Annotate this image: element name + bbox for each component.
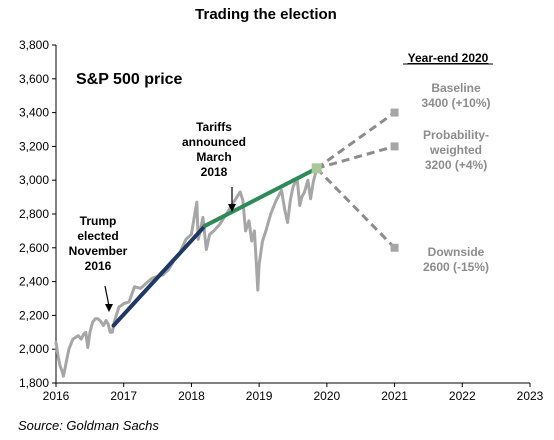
y-tick-label: 3,400 bbox=[19, 106, 49, 120]
y-tick-label: 2,400 bbox=[19, 275, 49, 289]
annotation-label: Tariffs bbox=[196, 120, 232, 134]
y-tick-label: 3,200 bbox=[19, 139, 49, 153]
annotation-label: Trump bbox=[80, 214, 117, 228]
scenario-label: 2600 (-15%) bbox=[423, 260, 489, 274]
scenario-dashed-line bbox=[315, 111, 396, 170]
x-tick-label: 2021 bbox=[381, 389, 408, 403]
scenario-label: Baseline bbox=[431, 81, 481, 95]
y-tick-label: 1,800 bbox=[19, 376, 49, 390]
scenario-label: 3400 (+10%) bbox=[421, 96, 490, 110]
x-tick-label: 2018 bbox=[178, 389, 205, 403]
scenario-marker bbox=[390, 142, 399, 151]
scenario-marker bbox=[390, 243, 399, 252]
scenario-label: weighted bbox=[429, 143, 482, 157]
y-tick-label: 3,600 bbox=[19, 72, 49, 86]
annotation-label: March bbox=[196, 150, 231, 164]
y-tick-label: 3,800 bbox=[19, 38, 49, 52]
plot-subtitle: S&P 500 price bbox=[76, 71, 183, 88]
annotation-arrowhead bbox=[105, 304, 113, 312]
annotation-label: November bbox=[69, 244, 128, 258]
y-tick-label: 3,000 bbox=[19, 173, 49, 187]
tariff-trend-line bbox=[203, 166, 319, 228]
annotation-arrowhead bbox=[228, 204, 236, 212]
annotation-label: 2018 bbox=[201, 165, 228, 179]
x-tick-label: 2022 bbox=[449, 389, 476, 403]
y-tick-label: 2,600 bbox=[19, 241, 49, 255]
chart-title: Trading the election bbox=[195, 6, 337, 23]
annotation-label: announced bbox=[182, 135, 246, 149]
source-note: Source: Goldman Sachs bbox=[18, 418, 159, 433]
x-tick-label: 2023 bbox=[517, 389, 544, 403]
series-layer bbox=[54, 166, 319, 378]
scenario-heading: Year-end 2020 bbox=[408, 51, 489, 65]
scenario-dashed-line bbox=[316, 144, 395, 170]
annotation-arrow bbox=[104, 285, 110, 307]
x-tick-label: 2016 bbox=[43, 389, 70, 403]
x-tick-label: 2020 bbox=[314, 389, 341, 403]
annotation-label: 2016 bbox=[85, 259, 112, 273]
scenario-origin-marker bbox=[311, 163, 322, 174]
y-tick-label: 2,800 bbox=[19, 207, 49, 221]
election-trend-line bbox=[111, 223, 207, 328]
x-tick-label: 2017 bbox=[110, 389, 137, 403]
scenario-label: Downside bbox=[428, 245, 485, 259]
x-tick-label: 2019 bbox=[246, 389, 273, 403]
axes: 1,800 2,000 2,200 2,400 2,600 2,800 3,000 3,200… bbox=[19, 38, 544, 403]
y-tick-label: 2,200 bbox=[19, 308, 49, 322]
scenario-marker bbox=[390, 108, 399, 117]
scenario-dashed-line bbox=[315, 167, 396, 249]
y-tick-label: 2,000 bbox=[19, 342, 49, 356]
annotation-label: elected bbox=[77, 229, 118, 243]
scenario-label: Probability- bbox=[423, 128, 489, 142]
scenario-label: 3200 (+4%) bbox=[425, 158, 487, 172]
